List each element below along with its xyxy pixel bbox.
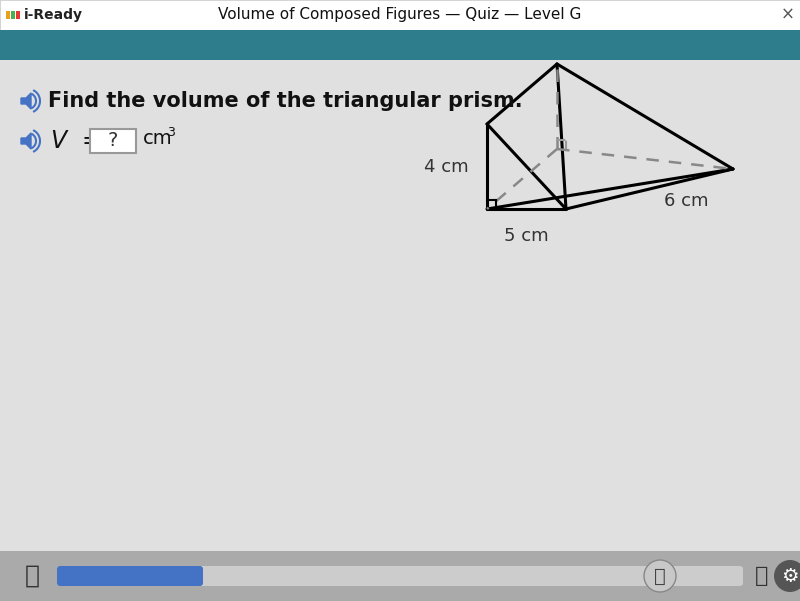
FancyBboxPatch shape (0, 551, 800, 601)
Text: $V$  =: $V$ = (50, 129, 101, 153)
Text: i-Ready: i-Ready (24, 8, 83, 22)
Text: ⏮: ⏮ (25, 564, 39, 588)
FancyBboxPatch shape (0, 0, 800, 30)
FancyBboxPatch shape (57, 566, 203, 586)
Text: ×: × (781, 6, 795, 24)
Circle shape (774, 560, 800, 592)
FancyBboxPatch shape (0, 30, 800, 60)
Text: Volume of Composed Figures — Quiz — Level G: Volume of Composed Figures — Quiz — Leve… (218, 7, 582, 22)
Text: ⚙: ⚙ (782, 567, 798, 585)
FancyBboxPatch shape (0, 60, 800, 551)
Text: 5 cm: 5 cm (504, 227, 549, 245)
FancyBboxPatch shape (90, 129, 136, 153)
Text: ⏸: ⏸ (654, 567, 666, 585)
Text: cm: cm (143, 129, 173, 148)
Circle shape (644, 560, 676, 592)
Polygon shape (21, 93, 31, 109)
Text: 6 cm: 6 cm (665, 192, 709, 210)
Bar (16, 11, 20, 19)
Bar (6, 11, 10, 19)
Text: 4 cm: 4 cm (424, 157, 469, 175)
Text: Find the volume of the triangular prism.: Find the volume of the triangular prism. (48, 91, 522, 111)
Polygon shape (21, 133, 31, 149)
Text: ⏭: ⏭ (755, 566, 769, 586)
Text: 3: 3 (167, 126, 175, 139)
Text: ?: ? (108, 132, 118, 150)
FancyBboxPatch shape (57, 566, 743, 586)
Bar (11, 11, 15, 19)
